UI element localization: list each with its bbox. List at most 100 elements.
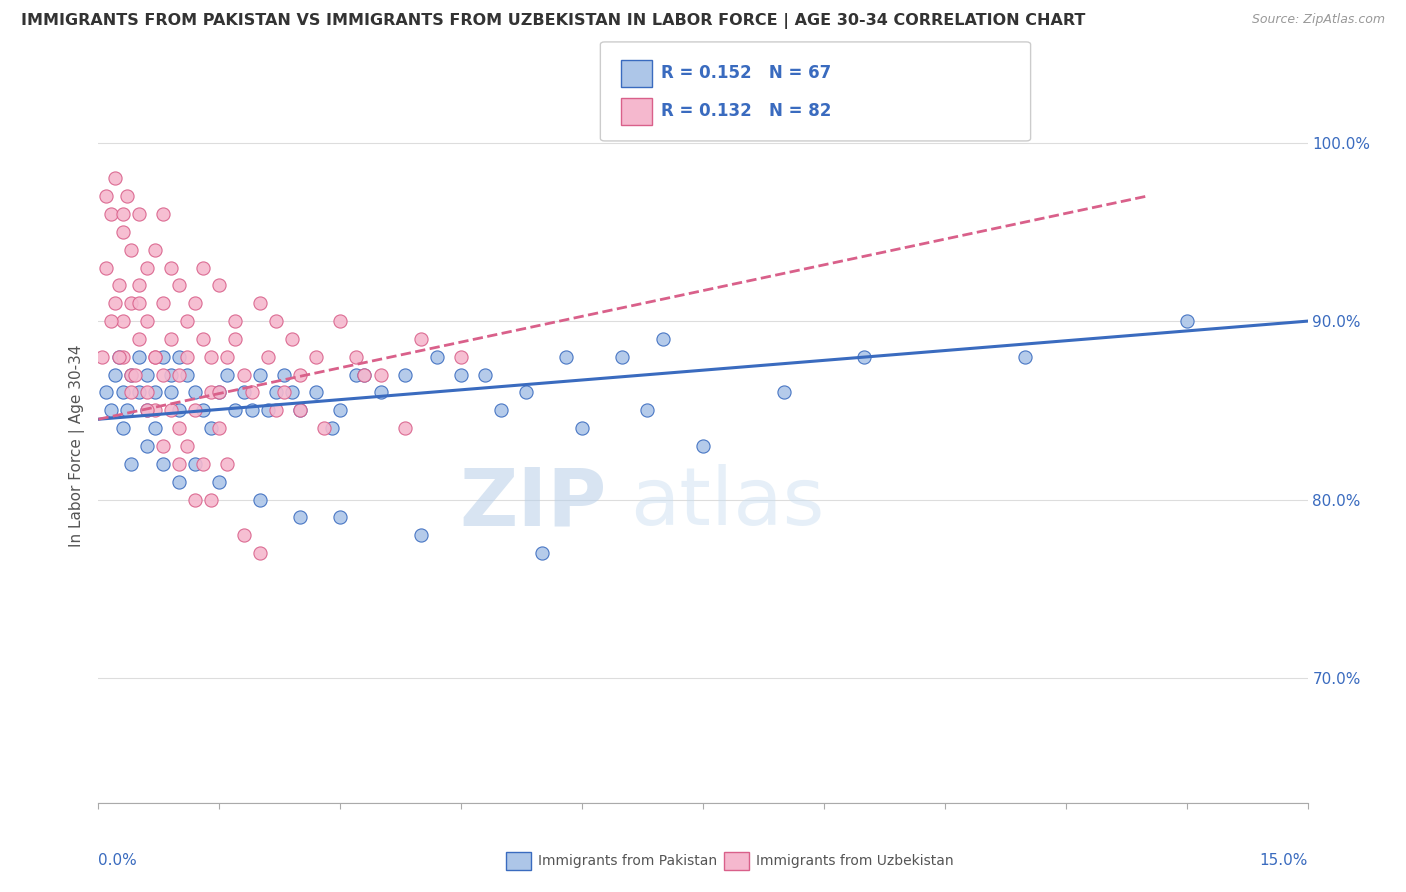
Point (143, 403, 166, 417)
Point (353, 368, 375, 382)
Point (160, 260, 183, 275)
Point (111, 350, 134, 364)
Point (167, 421, 190, 435)
Point (100, 207, 122, 221)
Point (152, 207, 174, 221)
Point (103, 296, 125, 310)
Point (193, 403, 215, 417)
Text: Source: ZipAtlas.com: Source: ZipAtlas.com (1251, 13, 1385, 27)
Point (264, 314, 287, 328)
Point (160, 332, 183, 346)
Point (128, 207, 150, 221)
Point (353, 368, 375, 382)
Point (120, 296, 142, 310)
Point (124, 368, 146, 382)
Point (264, 403, 287, 417)
Point (305, 385, 328, 400)
Point (103, 171, 125, 186)
Point (450, 368, 472, 382)
Point (135, 314, 157, 328)
Point (176, 314, 198, 328)
Point (256, 403, 278, 417)
Point (167, 368, 190, 382)
Point (256, 350, 278, 364)
Point (232, 385, 254, 400)
Point (200, 385, 222, 400)
Point (1014, 350, 1036, 364)
Point (281, 332, 304, 346)
Point (160, 385, 183, 400)
Point (208, 385, 231, 400)
Point (321, 421, 343, 435)
Point (232, 368, 254, 382)
Point (184, 492, 207, 507)
Text: R = 0.132   N = 82: R = 0.132 N = 82 (661, 103, 831, 120)
Point (264, 385, 287, 400)
Point (314, 421, 336, 435)
Point (103, 368, 125, 382)
Point (100, 403, 122, 417)
Point (167, 403, 190, 417)
Point (394, 368, 416, 382)
Point (200, 492, 222, 507)
Point (100, 314, 122, 328)
Point (288, 403, 311, 417)
Point (224, 314, 246, 328)
Point (224, 332, 246, 346)
Point (370, 385, 392, 400)
Point (167, 350, 190, 364)
Text: atlas: atlas (630, 464, 825, 542)
Point (184, 385, 207, 400)
Text: ZIP: ZIP (458, 464, 606, 542)
Point (167, 278, 190, 293)
Point (281, 385, 304, 400)
Text: Immigrants from Pakistan: Immigrants from Pakistan (538, 854, 717, 868)
Point (193, 332, 215, 346)
Y-axis label: In Labor Force | Age 30-34: In Labor Force | Age 30-34 (69, 344, 84, 548)
Point (240, 403, 263, 417)
Point (152, 296, 174, 310)
Point (143, 350, 166, 364)
Point (128, 278, 150, 293)
Point (555, 350, 578, 364)
Point (143, 421, 166, 435)
Point (111, 207, 134, 221)
Point (120, 368, 142, 382)
Point (305, 350, 328, 364)
Point (152, 439, 174, 453)
Point (152, 457, 174, 471)
Point (176, 350, 198, 364)
Point (135, 260, 157, 275)
Point (217, 350, 239, 364)
Point (115, 189, 138, 203)
Point (193, 457, 215, 471)
Point (135, 403, 157, 417)
Point (152, 350, 174, 364)
Point (120, 243, 142, 257)
Point (128, 296, 150, 310)
Point (143, 350, 166, 364)
Point (107, 278, 129, 293)
Point (91, 350, 114, 364)
Point (772, 385, 794, 400)
Point (208, 385, 231, 400)
Point (120, 457, 142, 471)
Point (160, 403, 183, 417)
Point (208, 278, 231, 293)
Point (491, 403, 513, 417)
Point (184, 296, 207, 310)
Point (288, 510, 311, 524)
Point (184, 457, 207, 471)
Point (160, 368, 183, 382)
Point (249, 546, 271, 560)
Point (193, 260, 215, 275)
Point (651, 332, 673, 346)
Point (135, 385, 157, 400)
Point (240, 385, 263, 400)
Point (450, 350, 472, 364)
Point (288, 403, 311, 417)
Point (152, 368, 174, 382)
Point (232, 528, 254, 542)
Point (474, 368, 496, 382)
Point (515, 385, 537, 400)
